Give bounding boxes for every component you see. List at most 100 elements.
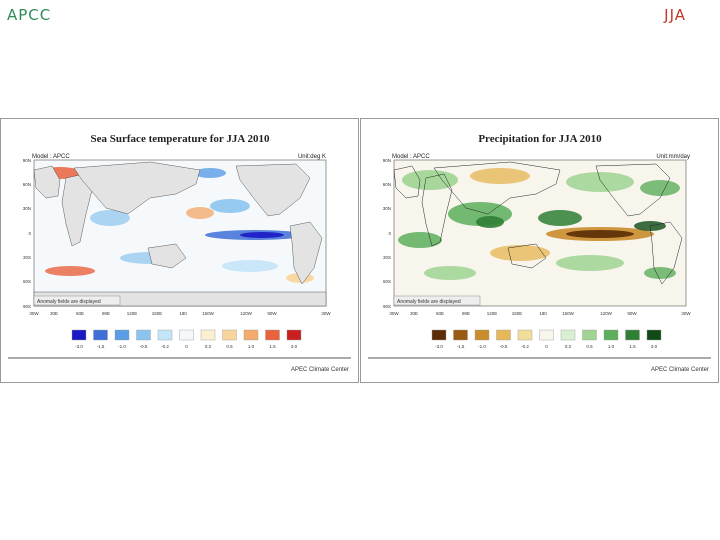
legend-label: 0.5 <box>586 344 593 349</box>
legend-swatch <box>286 329 302 341</box>
legend-swatch <box>453 329 468 341</box>
lon-tick: 150W <box>562 311 575 316</box>
lat-tick: 90N <box>23 158 31 163</box>
lon-tick: 120E <box>487 311 498 316</box>
legend-label: 0.2 <box>565 344 572 349</box>
legend-label: 0.5 <box>226 344 233 349</box>
lat-tick: 60S <box>23 279 31 284</box>
lat-tick: 30N <box>23 206 31 211</box>
lon-tick: 30E <box>410 311 418 316</box>
legend-swatch <box>157 329 173 341</box>
lon-axis: 30W 30E 60E 90E 120E 150E 180 150W 120W … <box>29 311 331 316</box>
legend-swatch <box>474 329 490 341</box>
legend-swatch <box>136 329 151 341</box>
lon-tick: 60E <box>76 311 84 316</box>
lon-tick: 90W <box>627 311 637 316</box>
legend-label: 1.5 <box>269 344 276 349</box>
legend-swatch <box>71 329 87 341</box>
panel-title: Sea Surface temperature for JJA 2010 <box>91 133 270 145</box>
legend-label: -1.0 <box>478 344 486 349</box>
sst-anomaly-map: Anomaly fields are displayed <box>33 159 327 307</box>
unit-label: Unit:deg K <box>298 154 326 160</box>
lat-axis: 90N 60N 30N 0 30S 60S 90S <box>383 158 392 309</box>
lon-tick: 90E <box>102 311 110 316</box>
model-label: Model : APCC <box>32 154 70 160</box>
legend-swatch <box>646 329 662 341</box>
lon-tick: 180 <box>539 311 547 316</box>
footer-credit: APEC Climate Center <box>651 367 709 373</box>
legend-label: 1.0 <box>608 344 615 349</box>
lat-axis: 90N 60N 30N 0 30S 60S 90S <box>23 158 32 309</box>
lon-tick: 150W <box>202 311 215 316</box>
lon-tick: 120W <box>240 311 253 316</box>
unit-label: Unit:mm/day <box>656 154 690 160</box>
legend-label: 3.0 <box>651 344 658 349</box>
legend-swatch <box>179 329 194 341</box>
legend-swatch <box>496 329 511 341</box>
lon-tick: 150E <box>512 311 523 316</box>
panel-title: Precipitation for JJA 2010 <box>478 133 602 145</box>
legend-label: -0.2 <box>161 344 169 349</box>
model-label: Model : APCC <box>392 154 430 160</box>
lat-tick: 90N <box>383 158 391 163</box>
lon-tick: 150E <box>152 311 163 316</box>
header-left-label: APCC <box>7 6 52 24</box>
lon-axis: 30W 30E 60E 90E 120E 150E 180 150W 120W … <box>389 311 691 316</box>
lon-tick: 30E <box>50 311 58 316</box>
legend-label: -0.2 <box>521 344 529 349</box>
legend-swatch <box>517 329 533 341</box>
lon-tick: 120W <box>600 311 613 316</box>
legend-swatch <box>114 329 130 341</box>
legend-label: 0 <box>185 344 188 349</box>
lat-tick: 90S <box>23 304 31 309</box>
legend-label: 0.2 <box>205 344 212 349</box>
legend-swatch <box>93 329 108 341</box>
lat-tick: 0 <box>28 231 31 236</box>
legend-label: 1.0 <box>248 344 255 349</box>
lat-tick: 60N <box>383 182 391 187</box>
lat-tick: 60N <box>23 182 31 187</box>
lon-tick: 90W <box>267 311 277 316</box>
legend-swatch <box>560 329 576 341</box>
lat-tick: 30N <box>383 206 391 211</box>
legend-swatch <box>539 329 554 341</box>
legend-label: 1.5 <box>629 344 636 349</box>
precip-panel: Precipitation for JJA 2010 Model : APCC … <box>360 118 719 383</box>
precip-anomaly-map: Anomaly fields are displayed <box>393 159 687 307</box>
lon-tick: 30W <box>681 311 691 316</box>
color-legend: -3.0 -1.5 -1.0 -0.5 -0.2 0 0.2 0.5 1.0 1.5 3.0 <box>71 329 302 349</box>
lat-tick: 30S <box>23 255 31 260</box>
lon-tick: 30W <box>321 311 331 316</box>
color-legend: -3.0 -1.5 -1.0 -0.5 -0.2 0 0.2 0.5 1.0 1.5 3.0 <box>431 329 662 349</box>
lon-tick: 180 <box>179 311 187 316</box>
legend-label: -3.0 <box>435 344 443 349</box>
lon-tick: 30W <box>29 311 39 316</box>
legend-label: 3.0 <box>291 344 298 349</box>
lon-tick: 120E <box>127 311 138 316</box>
legend-swatch <box>222 329 237 341</box>
footer-credit: APEC Climate Center <box>291 367 349 373</box>
legend-label: -0.5 <box>140 344 148 349</box>
legend-swatch <box>243 329 259 341</box>
lat-tick: 90S <box>383 304 391 309</box>
legend-swatch <box>431 329 447 341</box>
legend-label: -3.0 <box>75 344 83 349</box>
lat-tick: 60S <box>383 279 391 284</box>
legend-label: -0.5 <box>500 344 508 349</box>
legend-swatch <box>200 329 216 341</box>
sst-panel: Sea Surface temperature for JJA 2010 Mod… <box>0 118 359 383</box>
legend-label: 0 <box>545 344 548 349</box>
header-right-label: JJA <box>664 6 686 24</box>
legend-swatch <box>603 329 619 341</box>
legend-label: -1.0 <box>118 344 126 349</box>
anomaly-note: Anomaly fields are displayed <box>37 299 101 305</box>
anomaly-note: Anomaly fields are displayed <box>397 299 461 305</box>
lat-tick: 0 <box>388 231 391 236</box>
lon-tick: 30W <box>389 311 399 316</box>
legend-swatch <box>265 329 280 341</box>
legend-swatch <box>582 329 597 341</box>
legend-swatch <box>625 329 640 341</box>
lat-tick: 30S <box>383 255 391 260</box>
legend-label: -1.5 <box>97 344 105 349</box>
lon-tick: 90E <box>462 311 470 316</box>
